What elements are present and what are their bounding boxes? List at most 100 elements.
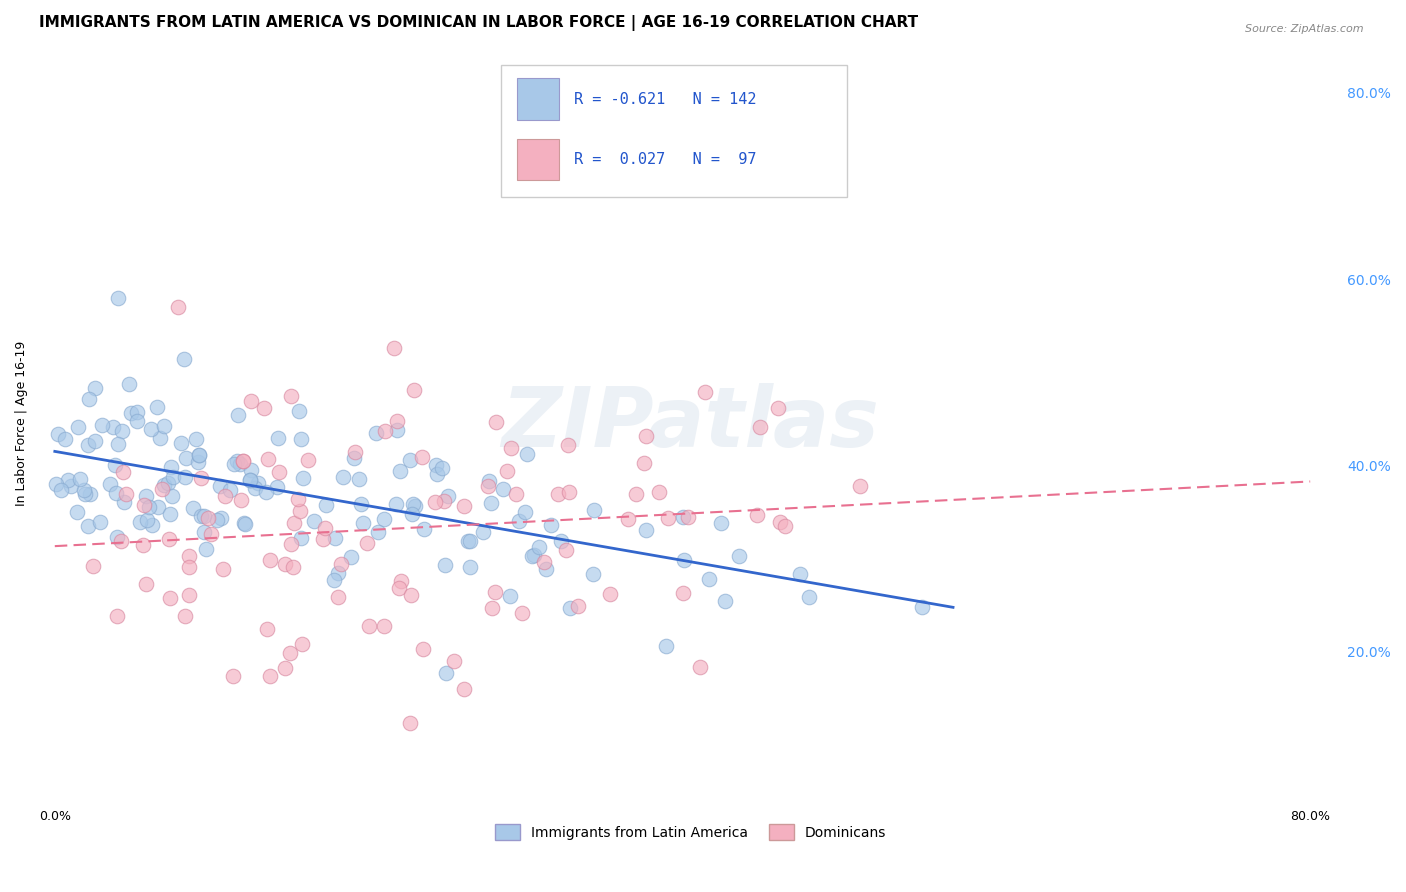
- Point: [173, 352, 195, 367]
- Point: [135, 489, 157, 503]
- Point: [212, 561, 235, 575]
- Point: [107, 437, 129, 451]
- Point: [425, 458, 447, 472]
- Point: [582, 567, 605, 582]
- Point: [218, 483, 240, 497]
- Point: [79, 487, 101, 501]
- Point: [477, 479, 499, 493]
- Point: [190, 508, 212, 523]
- Point: [560, 601, 582, 615]
- Point: [146, 400, 169, 414]
- Point: [672, 553, 695, 567]
- Point: [187, 448, 209, 462]
- Point: [59, 479, 82, 493]
- Point: [176, 451, 198, 466]
- Point: [46, 426, 69, 441]
- Point: [481, 601, 503, 615]
- Point: [72, 483, 94, 497]
- Point: [83, 434, 105, 449]
- Point: [373, 619, 395, 633]
- Point: [302, 514, 325, 528]
- Point: [105, 609, 128, 624]
- Point: [357, 619, 380, 633]
- Point: [328, 566, 350, 580]
- Point: [484, 585, 506, 599]
- Point: [404, 384, 426, 398]
- Point: [516, 447, 538, 461]
- Point: [226, 453, 249, 467]
- Point: [849, 479, 872, 493]
- Point: [404, 499, 426, 513]
- Point: [479, 495, 502, 509]
- Point: [332, 470, 354, 484]
- Text: ZIPatlas: ZIPatlas: [502, 383, 879, 464]
- Point: [626, 487, 648, 501]
- Point: [411, 450, 433, 464]
- Point: [412, 642, 434, 657]
- Text: Source: ZipAtlas.com: Source: ZipAtlas.com: [1246, 24, 1364, 34]
- Point: [433, 493, 456, 508]
- Point: [508, 514, 530, 528]
- Point: [713, 594, 735, 608]
- Point: [350, 497, 373, 511]
- Point: [314, 521, 336, 535]
- Point: [287, 491, 309, 506]
- Point: [655, 639, 678, 653]
- Point: [769, 515, 792, 529]
- Point: [747, 508, 769, 522]
- Point: [385, 414, 408, 428]
- Point: [101, 419, 124, 434]
- Point: [373, 512, 395, 526]
- Point: [157, 476, 180, 491]
- Point: [256, 485, 278, 500]
- Point: [179, 588, 201, 602]
- Point: [77, 392, 100, 406]
- Point: [232, 453, 254, 467]
- Point: [170, 436, 193, 450]
- Point: [153, 477, 176, 491]
- Point: [533, 555, 555, 569]
- Point: [245, 481, 267, 495]
- Point: [749, 420, 772, 434]
- Point: [66, 420, 89, 434]
- Point: [382, 341, 405, 355]
- Point: [434, 665, 457, 680]
- FancyBboxPatch shape: [517, 139, 558, 180]
- Point: [184, 432, 207, 446]
- Point: [197, 511, 219, 525]
- Point: [689, 659, 711, 673]
- Point: [231, 492, 253, 507]
- Point: [443, 654, 465, 668]
- Point: [458, 533, 481, 548]
- Point: [205, 513, 228, 527]
- Point: [221, 669, 243, 683]
- Point: [485, 415, 508, 429]
- Point: [789, 566, 811, 581]
- Point: [340, 549, 363, 564]
- Y-axis label: In Labor Force | Age 16-19: In Labor Force | Age 16-19: [15, 341, 28, 506]
- Point: [214, 490, 236, 504]
- Point: [550, 534, 572, 549]
- Point: [389, 574, 412, 589]
- Point: [107, 291, 129, 305]
- Point: [104, 458, 127, 472]
- Point: [82, 558, 104, 573]
- Point: [136, 513, 159, 527]
- Point: [83, 381, 105, 395]
- Point: [387, 423, 409, 437]
- Point: [583, 503, 606, 517]
- Text: R = -0.621   N = 142: R = -0.621 N = 142: [575, 92, 756, 107]
- Point: [132, 538, 155, 552]
- Point: [554, 543, 576, 558]
- Point: [125, 414, 148, 428]
- Point: [256, 622, 278, 636]
- Point: [200, 527, 222, 541]
- Point: [135, 577, 157, 591]
- Point: [430, 461, 453, 475]
- Point: [280, 536, 302, 550]
- Point: [167, 300, 190, 314]
- Point: [187, 455, 209, 469]
- Point: [193, 524, 215, 539]
- Point: [499, 589, 522, 603]
- Point: [343, 451, 366, 466]
